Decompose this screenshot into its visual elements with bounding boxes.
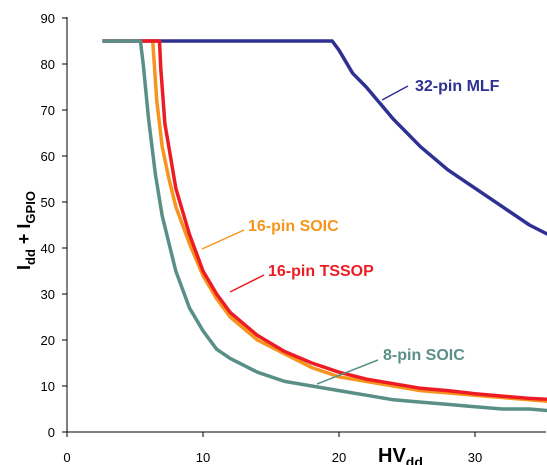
annotation-leader <box>202 230 244 249</box>
annotation-label: 32-pin MLF <box>415 78 500 95</box>
y-tick-label: 70 <box>41 103 55 118</box>
y-axis-label-sub1: dd <box>23 249 38 265</box>
y-tick-label: 60 <box>41 149 55 164</box>
x-tick-label: 10 <box>196 450 210 465</box>
x-tick-label: 20 <box>332 450 346 465</box>
y-tick-label: 30 <box>41 287 55 302</box>
y-axis-label: Idd + IGPIO <box>14 191 38 270</box>
y-tick-label: 10 <box>41 379 55 394</box>
x-axis-label-main: HV <box>378 445 406 465</box>
annotation-label: 16-pin TSSOP <box>268 263 374 280</box>
annotation-label: 8-pin SOIC <box>383 347 465 364</box>
y-tick-label: 20 <box>41 333 55 348</box>
y-tick-label: 90 <box>41 11 55 26</box>
x-axis-label: HVdd <box>378 445 423 465</box>
y-tick-label: 0 <box>48 425 55 440</box>
y-tick-label: 50 <box>41 195 55 210</box>
x-tick-label: 30 <box>468 450 482 465</box>
y-tick-label: 80 <box>41 57 55 72</box>
annotation-label: 16-pin SOIC <box>248 218 339 235</box>
series-line-2 <box>153 41 547 402</box>
x-tick-label: 0 <box>63 450 70 465</box>
annotation-leader <box>382 86 408 100</box>
y-axis-label-sub2: GPIO <box>23 191 38 224</box>
y-tick-label: 40 <box>41 241 55 256</box>
y-axis-label-plus: + I <box>14 224 34 250</box>
annotation-leader <box>230 275 264 292</box>
annotations: 32-pin MLF 16-pin SOIC 16-pin TSSOP 8-pin S… <box>202 78 500 384</box>
x-axis-label-sub: dd <box>406 454 423 465</box>
